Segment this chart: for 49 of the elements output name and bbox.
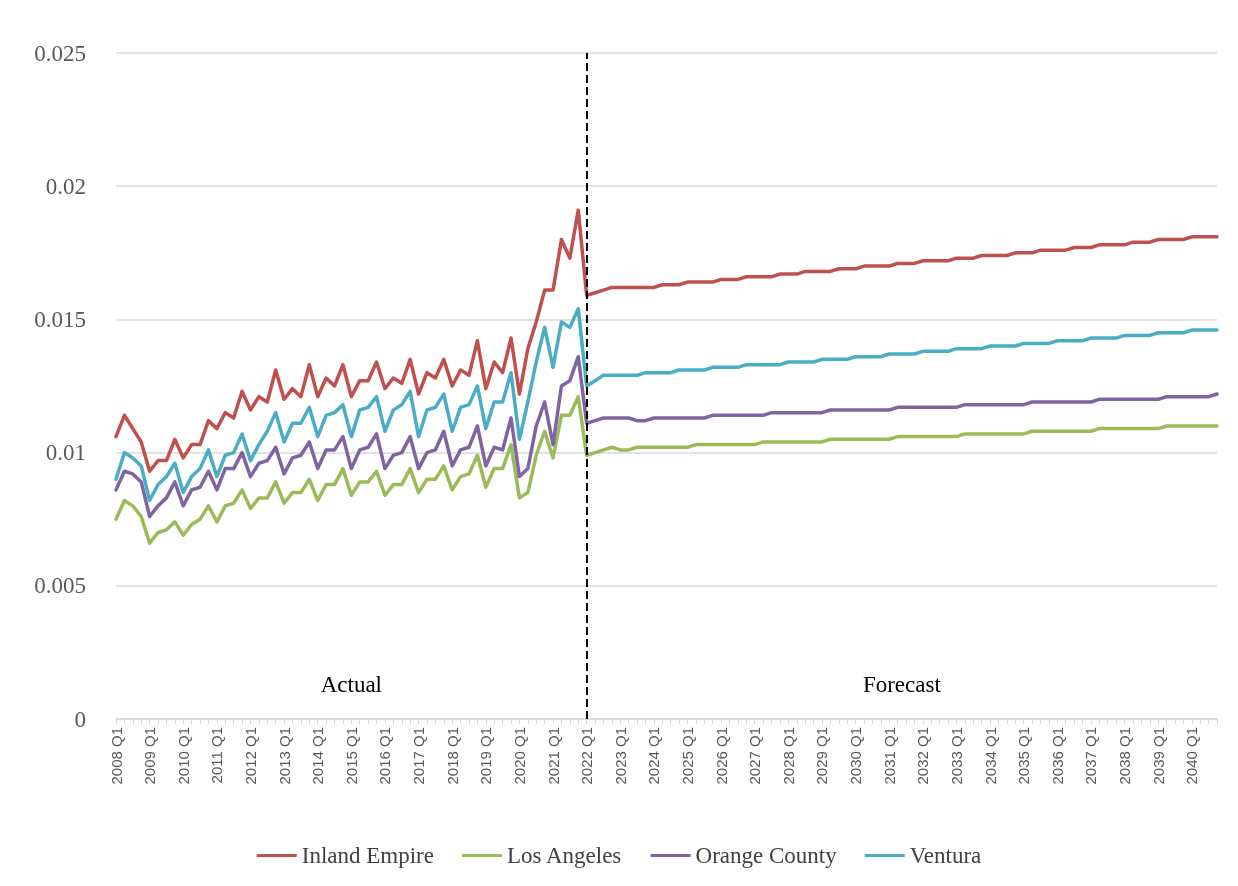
line-series bbox=[114, 208, 1219, 473]
y-tick-label: 0.015 bbox=[34, 306, 86, 332]
annotation: Forecast bbox=[862, 671, 942, 697]
y-tick-label: 0.01 bbox=[45, 440, 86, 466]
x-tick-label: 2034 Q1 bbox=[981, 727, 999, 785]
x-tick-label: 2016 Q1 bbox=[376, 727, 394, 785]
x-tick-label: 2037 Q1 bbox=[1082, 727, 1100, 785]
legend-label: Ventura bbox=[909, 843, 982, 868]
x-tick-label: 2014 Q1 bbox=[309, 727, 327, 785]
x-tick-label: 2011 Q1 bbox=[208, 727, 226, 784]
x-tick-label: 2039 Q1 bbox=[1149, 727, 1167, 785]
x-tick-label: 2024 Q1 bbox=[645, 727, 663, 785]
x-tick-label: 2031 Q1 bbox=[880, 727, 898, 785]
x-tick-label: 2033 Q1 bbox=[947, 727, 965, 785]
x-tick-label: 2012 Q1 bbox=[241, 727, 259, 785]
x-tick-label: 2010 Q1 bbox=[174, 727, 192, 785]
x-tick-label: 2035 Q1 bbox=[1015, 727, 1033, 785]
x-tick-label: 2028 Q1 bbox=[779, 727, 797, 785]
x-tick-label: 2019 Q1 bbox=[477, 727, 495, 785]
y-tick-label: 0 bbox=[74, 706, 86, 732]
x-tick-label: 2020 Q1 bbox=[510, 727, 528, 785]
x-tick-label: 2013 Q1 bbox=[275, 727, 293, 785]
x-tick-label: 2015 Q1 bbox=[342, 727, 360, 785]
line-series bbox=[114, 394, 1219, 545]
x-tick-label: 2018 Q1 bbox=[443, 727, 461, 785]
x-tick-label: 2030 Q1 bbox=[847, 727, 865, 785]
line-series bbox=[114, 354, 1219, 519]
x-tick-label: 2025 Q1 bbox=[679, 727, 697, 785]
x-tick-label: 2008 Q1 bbox=[107, 727, 125, 785]
x-tick-label: 2027 Q1 bbox=[746, 727, 764, 785]
x-tick-label: 2038 Q1 bbox=[1116, 727, 1134, 785]
x-tick-label: 2009 Q1 bbox=[141, 727, 159, 785]
line-series bbox=[114, 306, 1219, 503]
legend-label: Los Angeles bbox=[506, 843, 622, 868]
x-tick-label: 2017 Q1 bbox=[410, 727, 428, 785]
y-tick-label: 0.02 bbox=[45, 173, 86, 199]
legend-label: Orange County bbox=[695, 843, 838, 868]
annotation: Actual bbox=[320, 671, 382, 697]
legend-label: Inland Empire bbox=[301, 843, 434, 868]
x-tick-label: 2021 Q1 bbox=[544, 727, 562, 785]
x-tick-label: 2023 Q1 bbox=[611, 727, 629, 785]
x-tick-label: 2032 Q1 bbox=[914, 727, 932, 785]
x-tick-label: 2026 Q1 bbox=[712, 727, 730, 785]
y-tick-label: 0.005 bbox=[34, 573, 86, 599]
x-tick-label: 2040 Q1 bbox=[1183, 727, 1201, 785]
y-tick-label: 0.025 bbox=[34, 40, 86, 66]
x-tick-label: 2029 Q1 bbox=[813, 727, 831, 785]
x-tick-label: 2022 Q1 bbox=[578, 727, 596, 785]
x-tick-label: 2036 Q1 bbox=[1048, 727, 1066, 785]
